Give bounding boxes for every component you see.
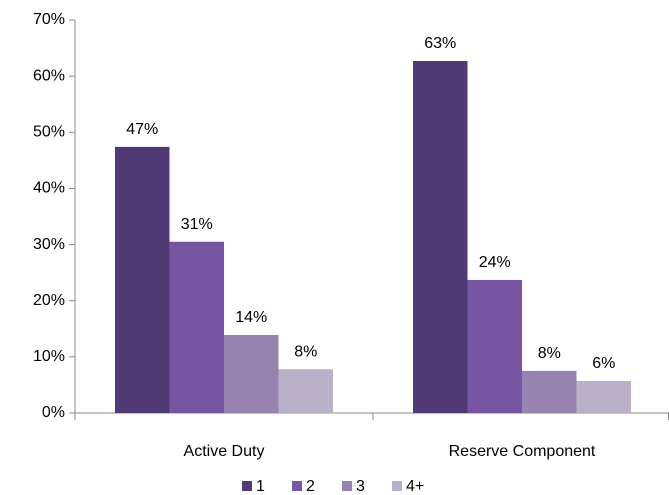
data-label: 31%: [181, 216, 213, 233]
legend-swatch: [292, 481, 302, 491]
data-label: 47%: [126, 121, 158, 138]
legend-label: 2: [306, 478, 315, 495]
y-tick-label: 50%: [33, 124, 65, 141]
bar: [224, 334, 279, 413]
legend-swatch: [242, 481, 252, 491]
data-label: 8%: [538, 345, 561, 362]
y-tick-label: 30%: [33, 236, 65, 253]
y-tick-label: 70%: [33, 11, 65, 28]
bar: [467, 279, 522, 413]
y-tick-label: 60%: [33, 67, 65, 84]
data-label: 14%: [235, 309, 267, 326]
y-tick-label: 0%: [42, 404, 65, 421]
legend-swatch: [342, 481, 352, 491]
x-tick-label: Active Duty: [184, 443, 265, 460]
data-label: 24%: [479, 254, 511, 271]
y-tick-label: 40%: [33, 180, 65, 197]
data-label: 63%: [424, 35, 456, 52]
data-label: 6%: [592, 355, 615, 372]
legend-swatch: [392, 481, 402, 491]
bar: [522, 370, 577, 413]
bar: [278, 369, 333, 413]
bar: [169, 241, 224, 413]
x-tick-label: Reserve Component: [449, 443, 596, 460]
bar: [413, 60, 468, 414]
bar: [576, 380, 631, 413]
legend-label: 4+: [406, 478, 424, 495]
legend-label: 3: [356, 478, 365, 495]
legend-label: 1: [256, 478, 265, 495]
bar: [115, 146, 170, 413]
y-tick-label: 10%: [33, 348, 65, 365]
data-label: 8%: [294, 343, 317, 360]
y-tick-label: 20%: [33, 292, 65, 309]
